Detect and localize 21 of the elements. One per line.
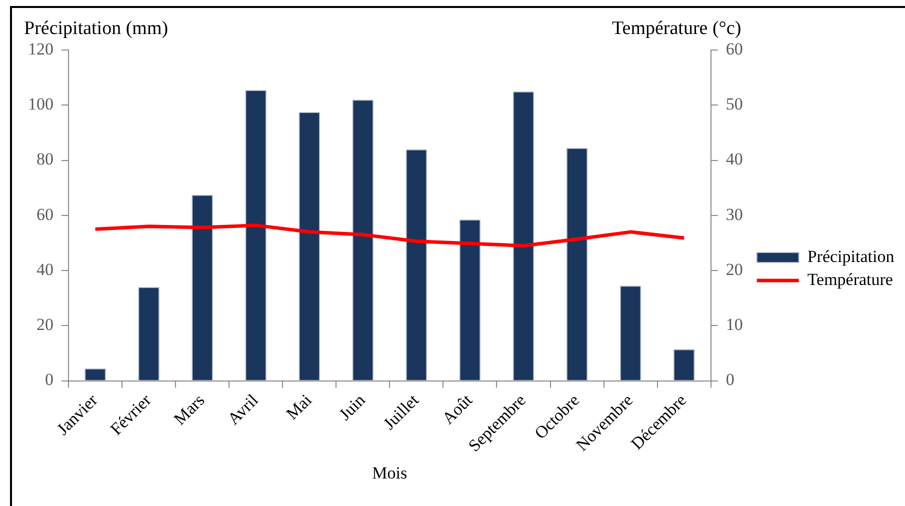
y2-tick-label: 40 — [726, 150, 743, 169]
y2-axis-title: Température (°c) — [612, 18, 742, 40]
legend-label: Précipitation — [807, 246, 895, 266]
x-tick-label: Mai — [282, 390, 316, 424]
y-tick-label: 40 — [36, 260, 54, 279]
legend-label: Température — [807, 270, 893, 289]
y-tick-label: 80 — [36, 150, 54, 169]
y2-tick-label: 20 — [726, 260, 743, 279]
y2-tick-label: 0 — [726, 370, 734, 390]
y2-tick-label: 30 — [726, 204, 743, 224]
y-axis-title: Précipitation (mm) — [24, 18, 168, 40]
y-tick-label: 100 — [28, 94, 54, 114]
y-tick-label: 60 — [36, 204, 54, 224]
x-axis-title: Mois — [372, 463, 408, 482]
y2-tick-label: 50 — [726, 94, 743, 114]
y-tick-label: 0 — [45, 370, 54, 390]
x-tick-label: Juin — [335, 390, 370, 424]
y-tick-label: 20 — [36, 315, 54, 334]
y-tick-label: 120 — [28, 39, 54, 58]
y2-tick-label: 10 — [726, 315, 743, 334]
y2-tick-label: 60 — [726, 39, 743, 58]
